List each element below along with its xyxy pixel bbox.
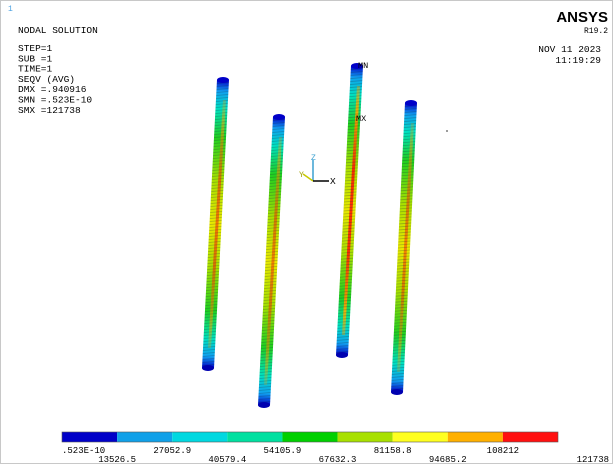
triad-z-label: Z [311,154,316,163]
legend-swatch [448,432,503,442]
window-number: 1 [8,5,13,14]
legend-label: 13526.5 [98,455,136,464]
dot [446,130,448,132]
triad-x-label: X [330,176,336,187]
legend-swatch [338,432,393,442]
max-label: MX [356,114,366,124]
triad-y-label: Y [299,171,304,180]
rod-cap [217,77,229,83]
legend-swatch [282,432,337,442]
legend-swatch [117,432,172,442]
min-label: MN [358,61,368,71]
legend-label: 121738 [577,455,609,464]
legend-swatch [62,432,117,442]
legend-label: 108212 [487,446,519,456]
rod-cap [336,352,348,358]
frame [1,1,613,464]
version: R19.2 [584,27,608,36]
rod-cap [258,402,270,408]
legend-label: 67632.3 [319,455,357,464]
rod-cap [405,100,417,106]
legend-label: 94685.2 [429,455,467,464]
rod-cap [273,114,285,120]
legend-swatch [227,432,282,442]
logo: ANSYS [556,9,608,26]
legend-label: 81158.8 [374,446,412,456]
legend-swatch [393,432,448,442]
info-line: SMX =121738 [18,105,81,116]
time: 11:19:29 [555,55,601,66]
rod-cap [202,365,214,371]
legend-label: 27052.9 [153,446,191,456]
ansys-viewport: 1 NODAL SOLUTION STEP=1SUB =1TIME=1SEQV … [0,0,613,464]
legend-swatch [503,432,558,442]
date: NOV 11 2023 [538,44,601,55]
rod-cap [391,389,403,395]
legend-swatch [172,432,227,442]
plot-title: NODAL SOLUTION [18,25,98,36]
legend-label: 40579.4 [208,455,246,464]
legend-label: 54105.9 [264,446,302,456]
